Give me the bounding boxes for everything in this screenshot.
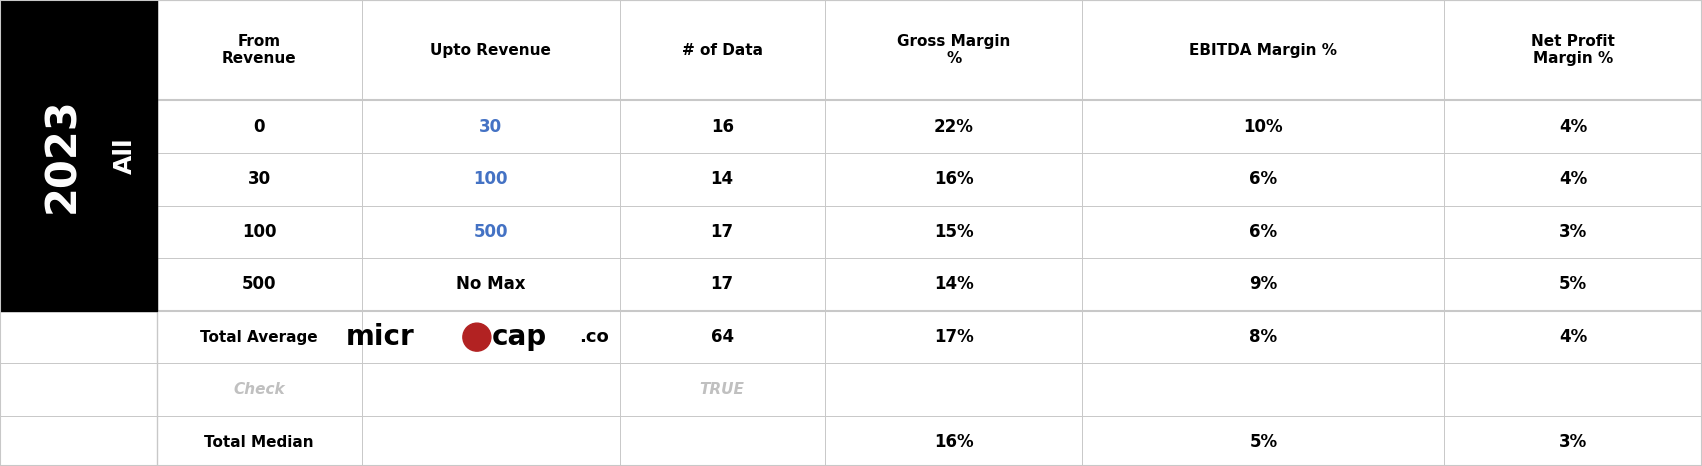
Text: EBITDA Margin %: EBITDA Margin %: [1190, 42, 1338, 58]
Text: .co: .co: [579, 328, 609, 346]
Text: 30: 30: [248, 170, 271, 188]
Text: 100: 100: [473, 170, 507, 188]
Text: 100: 100: [242, 223, 276, 241]
Text: 30: 30: [480, 117, 502, 136]
Text: 15%: 15%: [934, 223, 974, 241]
Text: cap: cap: [492, 323, 546, 351]
Text: 3%: 3%: [1559, 223, 1588, 241]
Text: Total Average: Total Average: [201, 329, 318, 345]
Bar: [0, 0, 157, 311]
Text: 14%: 14%: [934, 275, 974, 294]
Text: 5%: 5%: [1249, 433, 1278, 452]
Text: # of Data: # of Data: [683, 42, 762, 58]
Text: 10%: 10%: [1244, 117, 1283, 136]
Text: Total Median: Total Median: [204, 435, 315, 450]
Text: 9%: 9%: [1249, 275, 1278, 294]
Text: 17: 17: [711, 223, 734, 241]
Text: 6%: 6%: [1249, 223, 1278, 241]
Text: 4%: 4%: [1559, 117, 1588, 136]
Text: 17: 17: [711, 275, 734, 294]
Text: Gross Margin
%: Gross Margin %: [897, 34, 1011, 66]
Ellipse shape: [463, 323, 490, 351]
Text: 3%: 3%: [1559, 433, 1588, 452]
Text: 4%: 4%: [1559, 170, 1588, 188]
Text: 16%: 16%: [934, 170, 974, 188]
Text: 4%: 4%: [1559, 328, 1588, 346]
Text: TRUE: TRUE: [700, 382, 745, 397]
Text: 14: 14: [711, 170, 734, 188]
Text: All: All: [114, 137, 138, 174]
Text: 64: 64: [711, 328, 734, 346]
Text: 5%: 5%: [1559, 275, 1588, 294]
Text: Upto Revenue: Upto Revenue: [431, 42, 551, 58]
Text: 17%: 17%: [934, 328, 974, 346]
Text: 2023: 2023: [41, 97, 83, 213]
Text: 0: 0: [254, 117, 266, 136]
Text: Check: Check: [233, 382, 284, 397]
Text: Net Profit
Margin %: Net Profit Margin %: [1532, 34, 1615, 66]
Text: From
Revenue: From Revenue: [221, 34, 296, 66]
Text: micr: micr: [346, 323, 414, 351]
Text: 6%: 6%: [1249, 170, 1278, 188]
Text: 16: 16: [711, 117, 734, 136]
Text: 500: 500: [473, 223, 507, 241]
Text: 8%: 8%: [1249, 328, 1278, 346]
Text: No Max: No Max: [456, 275, 526, 294]
Text: 500: 500: [242, 275, 276, 294]
Text: 16%: 16%: [934, 433, 974, 452]
Text: 22%: 22%: [934, 117, 974, 136]
